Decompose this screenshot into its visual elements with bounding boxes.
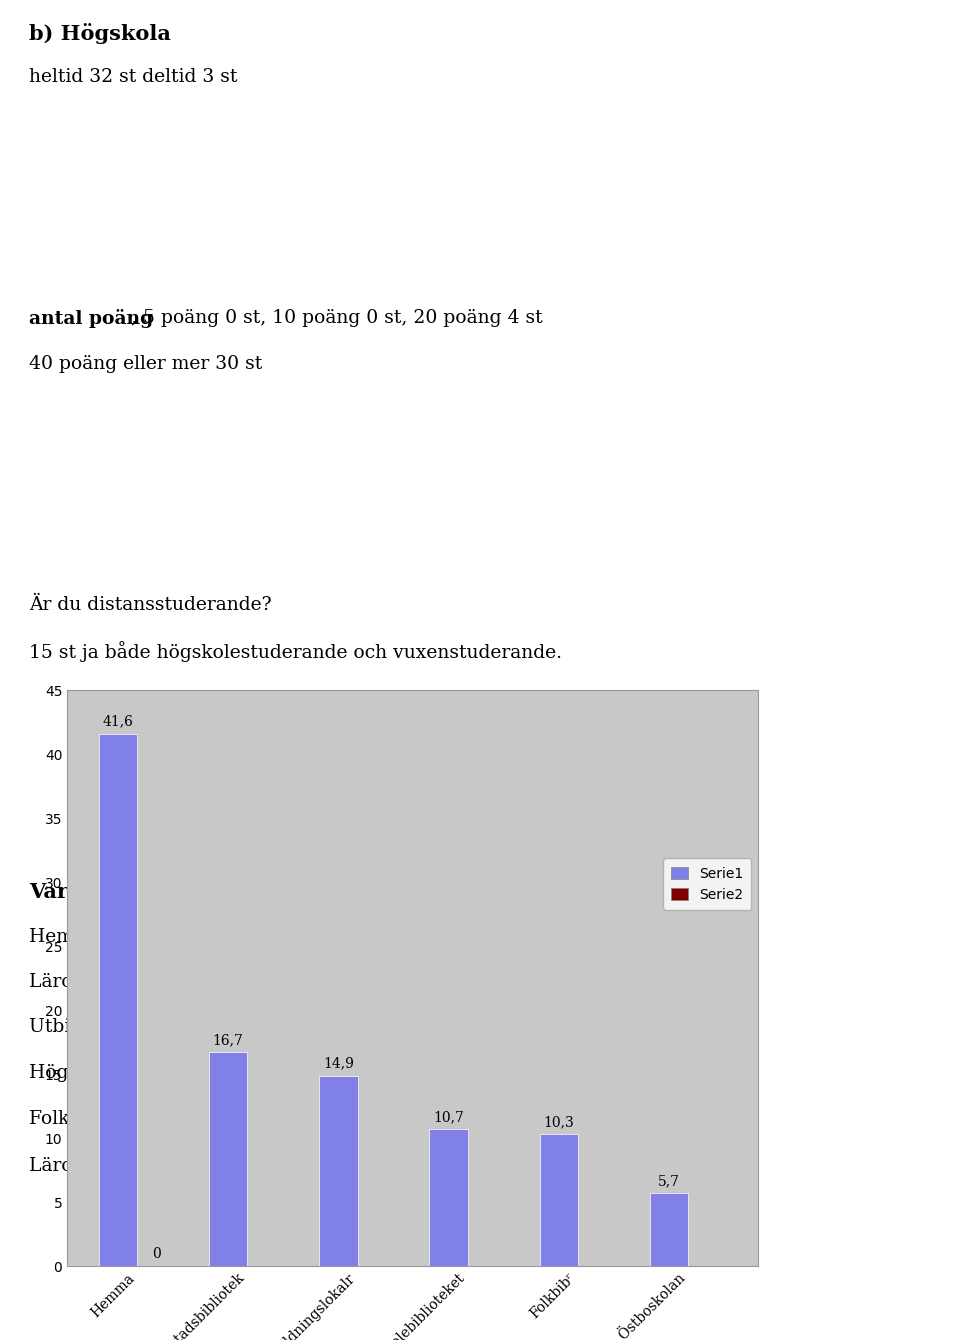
Text: 10,3: 10,3 bbox=[543, 1115, 574, 1130]
Text: Lärcentrum Östboskolan 5,7 %: Lärcentrum Östboskolan 5,7 % bbox=[29, 1154, 323, 1174]
Text: 0: 0 bbox=[152, 1248, 161, 1261]
Legend: Serie1, Serie2: Serie1, Serie2 bbox=[662, 859, 752, 910]
Text: Hemma 41,6 %: Hemma 41,6 % bbox=[29, 927, 174, 946]
Bar bbox=[650, 1194, 688, 1266]
Text: Lärcentrum Värnamostadsbibliotek 16,7 %: Lärcentrum Värnamostadsbibliotek 16,7 % bbox=[29, 973, 434, 990]
Text: antal poäng: antal poäng bbox=[29, 310, 153, 328]
Text: heltid 32 st deltid 3 st: heltid 32 st deltid 3 st bbox=[29, 68, 237, 86]
Text: 14,9: 14,9 bbox=[323, 1056, 354, 1071]
Text: 10,7: 10,7 bbox=[433, 1110, 464, 1124]
Text: b) Högskola: b) Högskola bbox=[29, 23, 171, 44]
Text: Var brukar du sitta? Rangordna 1 – 3: Var brukar du sitta? Rangordna 1 – 3 bbox=[29, 882, 462, 902]
Bar bbox=[99, 733, 137, 1266]
Bar bbox=[319, 1076, 358, 1266]
Text: 40 poäng eller mer 30 st: 40 poäng eller mer 30 st bbox=[29, 355, 262, 373]
Text: 15 st ja både högskolestuderande och vuxenstuderande.: 15 st ja både högskolestuderande och vux… bbox=[29, 641, 562, 662]
Text: 16,7: 16,7 bbox=[213, 1033, 244, 1048]
Text: , 5 poäng 0 st, 10 poäng 0 st, 20 poäng 4 st: , 5 poäng 0 st, 10 poäng 0 st, 20 poäng … bbox=[131, 310, 542, 327]
Text: Folkbiblioteket 10,3 %: Folkbiblioteket 10,3 % bbox=[29, 1110, 242, 1127]
Text: Högskolebiblioteket 10,7 %: Högskolebiblioteket 10,7 % bbox=[29, 1064, 290, 1081]
Bar bbox=[540, 1135, 578, 1266]
Text: 41,6: 41,6 bbox=[103, 714, 133, 729]
Text: 5,7: 5,7 bbox=[659, 1174, 680, 1189]
Bar bbox=[209, 1052, 248, 1266]
Text: Utbildningslokalen 14,9 %: Utbildningslokalen 14,9 % bbox=[29, 1018, 279, 1036]
Text: Är du distansstuderande?: Är du distansstuderande? bbox=[29, 596, 272, 614]
Bar bbox=[429, 1130, 468, 1266]
